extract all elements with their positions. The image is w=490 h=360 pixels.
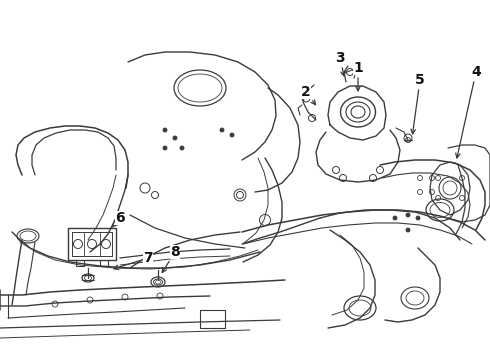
Circle shape <box>416 216 420 220</box>
Text: 7: 7 <box>114 251 153 270</box>
Circle shape <box>406 213 410 217</box>
Text: 6: 6 <box>113 211 125 227</box>
Text: 4: 4 <box>456 65 481 158</box>
Circle shape <box>163 128 167 132</box>
Circle shape <box>173 136 177 140</box>
Circle shape <box>220 128 224 132</box>
Text: 3: 3 <box>335 51 345 76</box>
Text: 1: 1 <box>353 61 363 91</box>
Text: 8: 8 <box>162 245 180 273</box>
Circle shape <box>393 216 397 220</box>
Text: 5: 5 <box>411 73 425 134</box>
Text: 2: 2 <box>301 85 316 105</box>
Circle shape <box>163 146 167 150</box>
Circle shape <box>406 228 410 232</box>
Circle shape <box>180 146 184 150</box>
Circle shape <box>230 133 234 137</box>
